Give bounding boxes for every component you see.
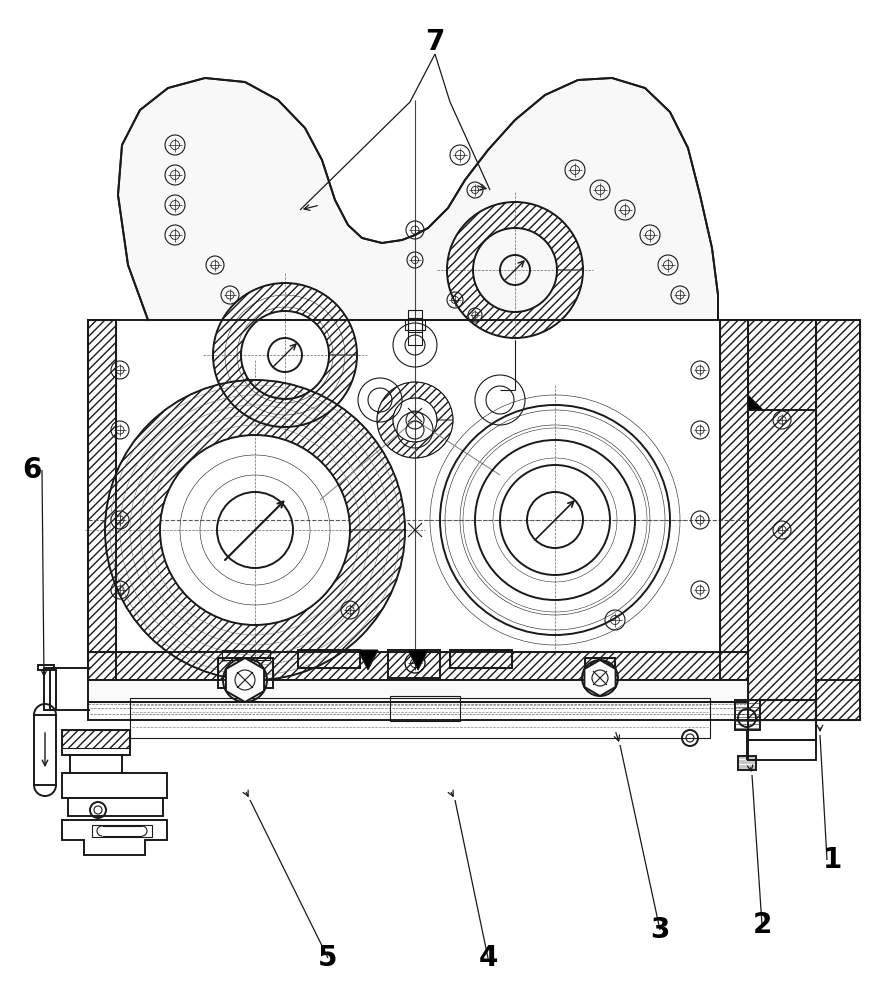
Polygon shape — [358, 650, 378, 670]
Bar — [92, 825, 152, 837]
Polygon shape — [584, 660, 616, 696]
Polygon shape — [105, 380, 405, 680]
Polygon shape — [62, 820, 167, 855]
Text: 2: 2 — [753, 911, 772, 939]
Bar — [450, 650, 512, 668]
Bar — [62, 730, 130, 748]
Bar — [720, 320, 748, 680]
Text: 3: 3 — [651, 916, 670, 944]
Bar — [390, 696, 460, 721]
Polygon shape — [118, 78, 718, 320]
Bar — [450, 650, 512, 668]
Bar — [88, 320, 748, 680]
Bar — [222, 650, 270, 660]
Bar — [218, 658, 273, 688]
Bar — [748, 320, 816, 720]
Bar — [405, 320, 425, 330]
Bar — [748, 720, 816, 760]
Bar — [34, 715, 56, 785]
Bar — [748, 700, 816, 740]
Bar — [748, 320, 816, 410]
Bar — [88, 652, 748, 680]
Bar — [62, 730, 130, 755]
Bar — [816, 320, 860, 720]
Polygon shape — [748, 395, 763, 410]
Bar — [585, 658, 615, 688]
Bar — [62, 773, 167, 798]
Bar — [748, 700, 816, 720]
Polygon shape — [447, 202, 583, 338]
Bar — [298, 650, 360, 668]
Bar — [130, 698, 710, 738]
Text: 1: 1 — [822, 846, 841, 874]
Bar — [38, 665, 54, 670]
Bar — [408, 318, 422, 332]
Text: 5: 5 — [318, 944, 337, 972]
Bar — [585, 658, 615, 688]
Bar — [68, 798, 163, 816]
Bar — [88, 680, 748, 702]
Polygon shape — [213, 283, 357, 427]
Bar — [738, 756, 756, 770]
Bar — [88, 320, 116, 680]
Text: 4: 4 — [479, 944, 498, 972]
Bar — [735, 700, 760, 730]
Bar — [44, 668, 56, 710]
Polygon shape — [408, 650, 428, 670]
Bar — [816, 320, 860, 720]
Text: 7: 7 — [426, 28, 445, 56]
Bar — [298, 650, 360, 668]
Bar — [70, 755, 122, 773]
Bar — [88, 652, 748, 680]
Text: 6: 6 — [23, 456, 42, 484]
Bar — [88, 702, 748, 720]
Bar — [720, 320, 748, 680]
Bar — [88, 680, 748, 702]
Bar — [88, 320, 116, 680]
Bar — [748, 320, 816, 720]
Bar — [218, 658, 273, 688]
Bar — [748, 700, 816, 740]
Polygon shape — [226, 658, 264, 702]
Bar — [388, 650, 440, 678]
Polygon shape — [377, 382, 453, 458]
Bar — [408, 310, 422, 345]
